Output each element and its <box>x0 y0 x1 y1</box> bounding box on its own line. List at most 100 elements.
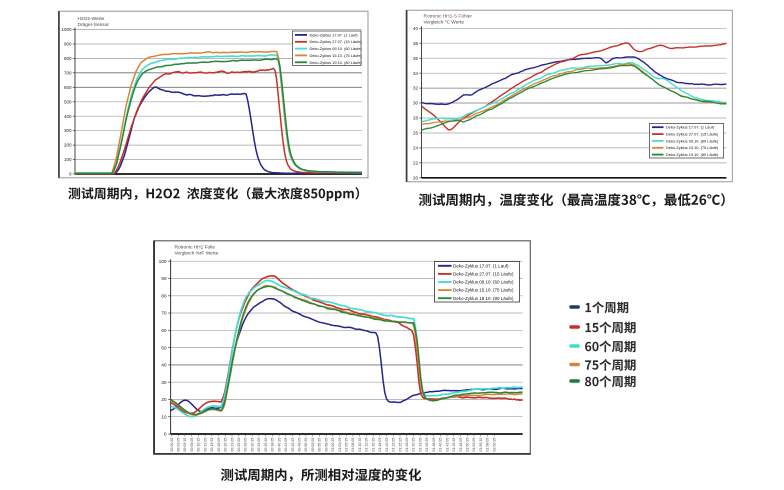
svg-text:36: 36 <box>413 56 419 61</box>
svg-text:00:18:05: 00:18:05 <box>217 438 221 452</box>
svg-text:100: 100 <box>159 259 167 265</box>
svg-text:00:05:35: 00:05:35 <box>183 438 187 452</box>
svg-text:30: 30 <box>161 380 167 386</box>
svg-text:Deko-Zyklus 15.10. (75 Läufe): Deko-Zyklus 15.10. (75 Läufe) <box>453 288 514 293</box>
svg-text:Deko-Zyklus 17.07. (1 Lauf): Deko-Zyklus 17.07. (1 Lauf) <box>310 32 359 37</box>
svg-text:20: 20 <box>413 175 419 180</box>
svg-text:22: 22 <box>413 161 419 166</box>
svg-text:900: 900 <box>64 42 72 47</box>
svg-text:01:55:35: 01:55:35 <box>479 438 483 452</box>
svg-text:300: 300 <box>64 128 72 133</box>
svg-text:Vergleich %rF Werte: Vergleich %rF Werte <box>175 251 219 257</box>
svg-text:Deko-Zyklus 09.10. (60 Läufe): Deko-Zyklus 09.10. (60 Läufe) <box>666 138 719 143</box>
svg-text:20: 20 <box>161 397 167 403</box>
svg-text:01:58:05: 01:58:05 <box>486 438 490 452</box>
svg-text:01:38:05: 01:38:05 <box>432 438 436 452</box>
svg-text:28: 28 <box>413 116 419 121</box>
svg-text:01:08:05: 01:08:05 <box>351 438 355 452</box>
svg-text:0: 0 <box>69 172 72 177</box>
svg-text:Deko-Zyklus 09.10. (60 Läufe): Deko-Zyklus 09.10. (60 Läufe) <box>310 46 363 51</box>
svg-text:90: 90 <box>161 276 167 282</box>
svg-text:Dräger-Sensor: Dräger-Sensor <box>78 22 110 28</box>
svg-text:400: 400 <box>64 114 72 119</box>
svg-text:30: 30 <box>413 101 419 106</box>
svg-text:00:30:35: 00:30:35 <box>250 438 254 452</box>
svg-text:01:03:05: 01:03:05 <box>338 438 342 452</box>
svg-text:01:18:05: 01:18:05 <box>378 438 382 452</box>
svg-text:01:15:35: 01:15:35 <box>371 438 375 452</box>
svg-text:00:25:35: 00:25:35 <box>237 438 241 452</box>
svg-text:Deko-Zyklus 17.07. (1 Lauf): Deko-Zyklus 17.07. (1 Lauf) <box>666 125 715 130</box>
svg-text:34: 34 <box>413 71 419 76</box>
svg-text:00:20:35: 00:20:35 <box>224 438 228 452</box>
svg-text:40: 40 <box>161 363 167 369</box>
svg-text:01:28:05: 01:28:05 <box>405 438 409 452</box>
svg-text:01:43:05: 01:43:05 <box>445 438 449 452</box>
svg-text:1000: 1000 <box>61 27 72 32</box>
svg-text:100: 100 <box>64 157 72 162</box>
svg-text:24: 24 <box>413 146 419 151</box>
svg-text:00:53:05: 00:53:05 <box>311 438 315 452</box>
svg-text:10: 10 <box>161 414 167 420</box>
svg-text:H2O2-Werte: H2O2-Werte <box>78 16 105 22</box>
svg-text:Rotronic HH1-S Fühler: Rotronic HH1-S Fühler <box>424 14 473 20</box>
svg-text:Deko-Zyklus 27.07. (15 Läufe): Deko-Zyklus 27.07. (15 Läufe) <box>666 132 719 137</box>
svg-text:00:35:35: 00:35:35 <box>264 438 268 452</box>
svg-text:01:25:35: 01:25:35 <box>398 438 402 452</box>
svg-text:01:33:05: 01:33:05 <box>418 438 422 452</box>
svg-text:0: 0 <box>164 432 167 438</box>
svg-text:01:53:05: 01:53:05 <box>472 438 476 452</box>
svg-text:60: 60 <box>161 328 167 334</box>
svg-text:00:33:05: 00:33:05 <box>257 438 261 452</box>
svg-text:00:15:35: 00:15:35 <box>210 438 214 452</box>
svg-text:Vergleich °C Werte: Vergleich °C Werte <box>424 20 465 26</box>
svg-text:00:23:05: 00:23:05 <box>230 438 234 452</box>
svg-text:00:13:05: 00:13:05 <box>203 438 207 452</box>
svg-text:01:10:35: 01:10:35 <box>358 438 362 452</box>
svg-text:00:55:35: 00:55:35 <box>318 438 322 452</box>
svg-text:Deko-Zyklus 19.10. (80 Läufe): Deko-Zyklus 19.10. (80 Läufe) <box>453 296 514 301</box>
svg-text:01:00:35: 01:00:35 <box>331 438 335 452</box>
svg-text:26: 26 <box>413 131 419 136</box>
svg-text:Deko-Zyklus 27.07. (15 Läufe): Deko-Zyklus 27.07. (15 Läufe) <box>453 272 514 277</box>
svg-text:700: 700 <box>64 70 72 75</box>
svg-text:00:38:05: 00:38:05 <box>271 438 275 452</box>
svg-text:01:20:35: 01:20:35 <box>385 438 389 452</box>
svg-text:Deko-Zyklus 19.10. (80 Läufe): Deko-Zyklus 19.10. (80 Läufe) <box>310 60 363 65</box>
svg-text:00:45:35: 00:45:35 <box>291 438 295 452</box>
svg-text:02:00:35: 02:00:35 <box>492 438 496 452</box>
svg-text:70: 70 <box>161 311 167 317</box>
svg-text:00:10:35: 00:10:35 <box>197 438 201 452</box>
svg-text:00:50:35: 00:50:35 <box>304 438 308 452</box>
svg-text:00:28:05: 00:28:05 <box>244 438 248 452</box>
svg-text:Rotronic HH1 Folie: Rotronic HH1 Folie <box>175 245 216 251</box>
svg-text:32: 32 <box>413 86 419 91</box>
svg-text:00:48:05: 00:48:05 <box>298 438 302 452</box>
svg-text:600: 600 <box>64 85 72 90</box>
svg-text:80: 80 <box>161 294 167 300</box>
svg-text:200: 200 <box>64 143 72 148</box>
svg-text:Deko-Zyklus 19.10. (80 Läufe): Deko-Zyklus 19.10. (80 Läufe) <box>666 152 719 157</box>
svg-text:01:13:05: 01:13:05 <box>365 438 369 452</box>
svg-text:00:03:05: 00:03:05 <box>177 438 181 452</box>
svg-text:01:30:35: 01:30:35 <box>412 438 416 452</box>
svg-text:00:00:35: 00:00:35 <box>170 438 174 452</box>
svg-text:00:08:05: 00:08:05 <box>190 438 194 452</box>
svg-text:40: 40 <box>413 26 419 31</box>
svg-text:50: 50 <box>161 345 167 351</box>
svg-text:500: 500 <box>64 99 72 104</box>
svg-text:Deko-Zyklus 15.10. (75 Läufe): Deko-Zyklus 15.10. (75 Läufe) <box>310 53 363 58</box>
svg-text:Deko-Zyklus 15.10. (75 Läufe): Deko-Zyklus 15.10. (75 Läufe) <box>666 145 719 150</box>
svg-text:00:40:35: 00:40:35 <box>277 438 281 452</box>
svg-text:Deko-Zyklus 27.07. (15 Läufe): Deko-Zyklus 27.07. (15 Läufe) <box>310 39 363 44</box>
svg-text:01:05:35: 01:05:35 <box>345 438 349 452</box>
svg-text:Deko-Zyklus 09.10. (60 Läufe): Deko-Zyklus 09.10. (60 Läufe) <box>453 280 514 285</box>
svg-text:Deko-Zyklus 17.07. (1 Lauf): Deko-Zyklus 17.07. (1 Lauf) <box>453 263 509 268</box>
svg-text:01:40:35: 01:40:35 <box>439 438 443 452</box>
svg-text:38: 38 <box>413 41 419 46</box>
svg-text:00:58:05: 00:58:05 <box>324 438 328 452</box>
svg-text:01:48:05: 01:48:05 <box>459 438 463 452</box>
svg-text:01:45:35: 01:45:35 <box>452 438 456 452</box>
svg-text:00:43:05: 00:43:05 <box>284 438 288 452</box>
svg-text:01:50:35: 01:50:35 <box>466 438 470 452</box>
